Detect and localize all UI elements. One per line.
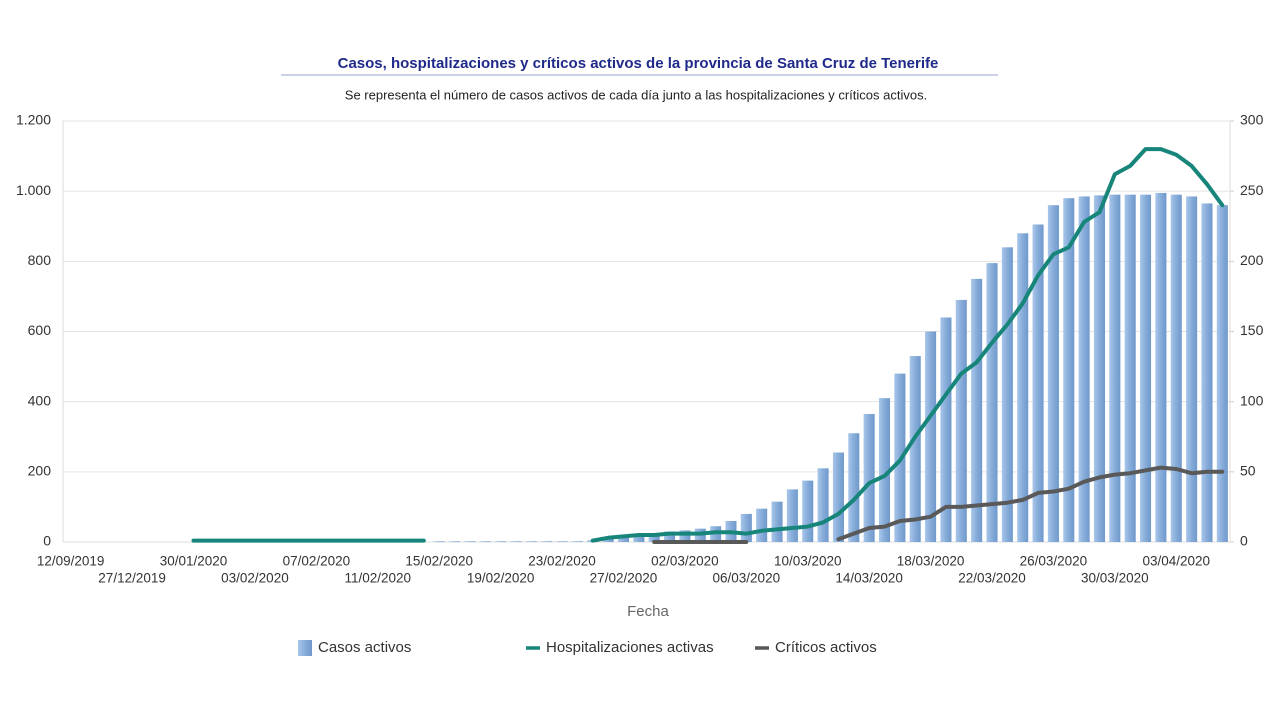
bar xyxy=(832,452,844,542)
bar xyxy=(848,433,860,542)
y-tick-label: 1.000 xyxy=(16,182,51,198)
x-tick-label: 02/03/2020 xyxy=(651,554,719,569)
x-tick-label: 27/12/2019 xyxy=(98,571,166,586)
bar xyxy=(633,534,645,542)
x-tick-label: 14/03/2020 xyxy=(835,571,903,586)
bar xyxy=(802,480,814,542)
bar xyxy=(648,533,660,542)
y-tick-label: 0 xyxy=(43,533,51,549)
bar xyxy=(940,317,952,542)
bar xyxy=(863,413,875,542)
bar xyxy=(1032,224,1044,542)
bar xyxy=(955,299,967,542)
bar xyxy=(971,278,983,542)
bar xyxy=(1201,203,1213,542)
line xyxy=(652,465,1225,544)
bar xyxy=(1001,247,1013,543)
chart-title: Casos, hospitalizaciones y críticos acti… xyxy=(338,55,939,72)
y-tick-label: 400 xyxy=(28,392,52,408)
x-tick-label: 11/02/2020 xyxy=(344,571,411,586)
bar xyxy=(1140,194,1152,543)
x-tick-label: 26/03/2020 xyxy=(1020,554,1088,569)
bar xyxy=(1216,205,1228,542)
x-tick-label: 19/02/2020 xyxy=(467,571,535,586)
bar xyxy=(571,541,583,542)
bar xyxy=(1155,192,1167,542)
y2-tick-label: 150 xyxy=(1240,322,1264,338)
y2-tick-label: 200 xyxy=(1240,252,1264,268)
bar xyxy=(525,541,537,542)
x-tick-label: 30/03/2020 xyxy=(1081,571,1149,586)
y-tick-label: 200 xyxy=(28,463,52,479)
legend-label: Hospitalizaciones activas xyxy=(546,639,714,656)
bar xyxy=(756,508,768,542)
bar xyxy=(1109,194,1121,543)
bar xyxy=(1047,205,1059,542)
chart-subtitle: Se representa el número de casos activos… xyxy=(345,87,927,102)
bar xyxy=(1170,194,1182,543)
legend-swatch xyxy=(298,640,312,656)
bar xyxy=(449,541,461,542)
x-tick-label: 18/03/2020 xyxy=(897,554,965,569)
bar xyxy=(878,398,891,542)
bar xyxy=(1063,198,1075,542)
bar xyxy=(1124,194,1136,543)
y2-tick-label: 300 xyxy=(1240,112,1264,128)
x-tick-label: 12/09/2019 xyxy=(37,554,105,569)
bar xyxy=(786,489,798,542)
x-tick-label: 06/03/2020 xyxy=(713,571,781,586)
bar xyxy=(464,541,476,542)
bar xyxy=(1017,233,1029,542)
y-tick-label: 1.200 xyxy=(16,112,51,128)
bar xyxy=(433,541,445,542)
x-tick-label: 03/02/2020 xyxy=(221,571,289,586)
x-tick-label: 15/02/2020 xyxy=(405,554,473,569)
y-tick-label: 800 xyxy=(28,252,52,268)
bar xyxy=(602,538,614,542)
x-tick-label: 03/04/2020 xyxy=(1142,554,1210,569)
bar xyxy=(664,531,676,542)
bar xyxy=(541,541,553,542)
bar xyxy=(909,356,921,542)
bar xyxy=(556,541,568,542)
bar xyxy=(1078,196,1090,542)
x-axis-title: Fecha xyxy=(627,603,669,620)
y2-tick-label: 0 xyxy=(1240,533,1248,549)
x-tick-label: 07/02/2020 xyxy=(283,554,351,569)
bar xyxy=(617,536,629,542)
bar xyxy=(510,541,522,542)
x-tick-label: 10/03/2020 xyxy=(774,554,842,569)
legend-label: Casos activos xyxy=(318,639,411,656)
bar xyxy=(771,501,783,542)
bar xyxy=(740,513,752,542)
x-tick-label: 30/01/2020 xyxy=(160,554,228,569)
x-tick-label: 23/02/2020 xyxy=(528,554,596,569)
y2-tick-label: 250 xyxy=(1240,182,1264,198)
bar xyxy=(1093,195,1106,543)
x-tick-label: 22/03/2020 xyxy=(958,571,1026,586)
line xyxy=(191,147,1225,543)
bar xyxy=(986,263,998,542)
bar xyxy=(817,468,829,542)
bar xyxy=(1186,196,1198,542)
bar xyxy=(679,530,691,542)
legend-label: Críticos activos xyxy=(775,639,877,656)
y2-tick-label: 50 xyxy=(1240,463,1256,479)
y-tick-label: 600 xyxy=(28,322,52,338)
bar xyxy=(495,541,507,542)
bar xyxy=(925,331,937,542)
x-tick-label: 27/02/2020 xyxy=(590,571,658,586)
y2-tick-label: 100 xyxy=(1240,392,1264,408)
bar xyxy=(479,541,491,542)
